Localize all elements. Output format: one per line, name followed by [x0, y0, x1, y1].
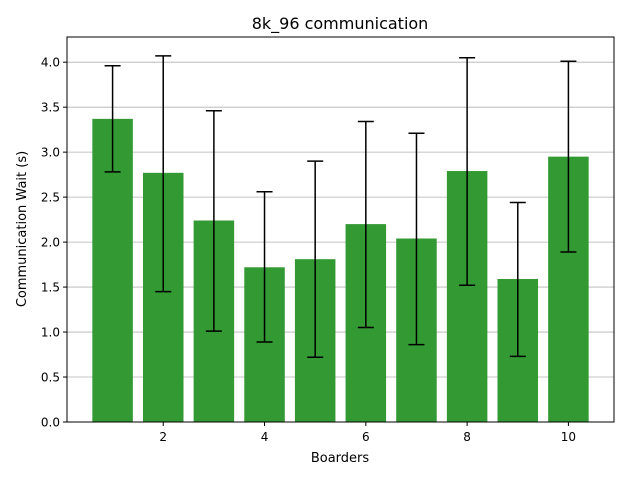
x-tick-label: 4: [261, 430, 269, 444]
x-axis-label: Boarders: [311, 451, 370, 466]
plot-frame: [66, 36, 615, 423]
y-tick-label: 1.0: [41, 326, 60, 340]
y-tick-label: 2.0: [41, 236, 60, 250]
y-tick-label: 4.0: [41, 56, 60, 70]
y-axis-ticks: 0.0 0.5 1.0 1.5 2.0 2.5 3.0 3.5 4.0: [41, 56, 67, 430]
y-tick-label: 0.5: [41, 371, 60, 385]
x-tick-label: 8: [463, 430, 471, 444]
y-tick-label: 0.0: [41, 416, 60, 430]
x-axis-ticks: 2 4 6 8 10: [159, 422, 576, 444]
y-tick-label: 3.0: [41, 146, 60, 160]
x-tick-label: 6: [362, 430, 370, 444]
y-tick-label: 3.5: [41, 101, 60, 115]
x-tick-label: 10: [561, 430, 576, 444]
y-tick-label: 2.5: [41, 191, 60, 205]
y-axis-label: Communication Wait (s): [15, 151, 30, 307]
x-tick-label: 2: [159, 430, 167, 444]
bars: [92, 118, 589, 422]
error-bars: [104, 55, 577, 358]
y-tick-label: 1.5: [41, 281, 60, 295]
chart-title: 8k_96 communication: [252, 14, 429, 34]
